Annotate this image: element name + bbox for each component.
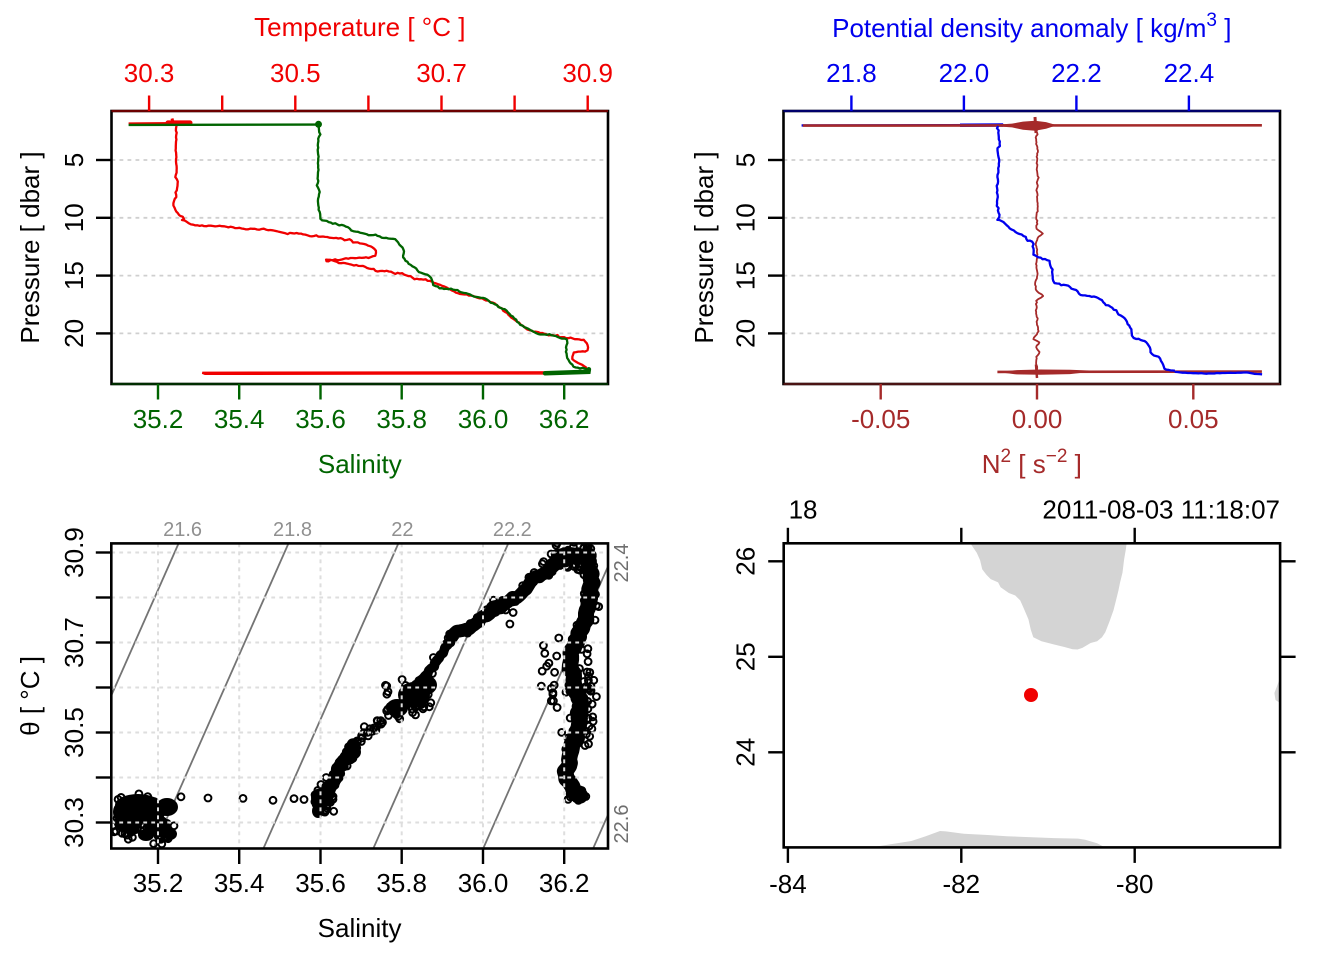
svg-text:36.2: 36.2 — [539, 404, 590, 434]
svg-text:25: 25 — [731, 642, 761, 671]
svg-text:30.5: 30.5 — [59, 707, 89, 758]
svg-text:22.2: 22.2 — [493, 519, 532, 541]
svg-text:2011-08-03 11:18:07: 2011-08-03 11:18:07 — [1042, 495, 1280, 525]
svg-text:26: 26 — [731, 547, 761, 576]
svg-text:Pressure [ dbar ]: Pressure [ dbar ] — [689, 151, 719, 343]
svg-text:22.0: 22.0 — [939, 58, 990, 88]
svg-text:24: 24 — [731, 738, 761, 767]
svg-text:30.9: 30.9 — [59, 527, 89, 578]
svg-text:Salinity: Salinity — [318, 913, 402, 943]
svg-text:18: 18 — [789, 495, 818, 525]
svg-text:10: 10 — [59, 203, 89, 232]
svg-text:15: 15 — [59, 261, 89, 290]
svg-text:36.0: 36.0 — [458, 404, 509, 434]
svg-text:35.8: 35.8 — [376, 868, 427, 898]
svg-text:Potential density anomaly [ kg: Potential density anomaly [ kg/m3 ] — [832, 10, 1231, 43]
svg-text:30.3: 30.3 — [124, 58, 175, 88]
svg-text:30.7: 30.7 — [416, 58, 467, 88]
svg-text:21.6: 21.6 — [163, 519, 202, 541]
svg-text:22: 22 — [391, 519, 413, 541]
svg-text:35.8: 35.8 — [376, 404, 427, 434]
svg-text:θ [ °C ]: θ [ °C ] — [15, 656, 45, 736]
svg-text:22.4: 22.4 — [1164, 58, 1215, 88]
svg-text:-82: -82 — [943, 869, 981, 899]
svg-text:N2 [ s−2 ]: N2 [ s−2 ] — [982, 446, 1082, 479]
svg-text:5: 5 — [731, 153, 761, 167]
svg-text:10: 10 — [731, 203, 761, 232]
svg-text:0.05: 0.05 — [1168, 404, 1219, 434]
svg-text:15: 15 — [731, 261, 761, 290]
svg-text:Pressure [ dbar ]: Pressure [ dbar ] — [15, 151, 45, 343]
svg-text:30.7: 30.7 — [59, 617, 89, 668]
svg-text:22.6: 22.6 — [611, 805, 633, 844]
svg-text:35.6: 35.6 — [295, 868, 346, 898]
svg-text:30.5: 30.5 — [270, 58, 321, 88]
svg-text:30.3: 30.3 — [59, 797, 89, 848]
svg-text:5: 5 — [59, 153, 89, 167]
svg-text:36.0: 36.0 — [458, 868, 509, 898]
svg-text:-84: -84 — [769, 869, 807, 899]
svg-text:20: 20 — [59, 319, 89, 348]
svg-text:36.2: 36.2 — [539, 868, 590, 898]
svg-text:20: 20 — [731, 319, 761, 348]
svg-text:Salinity: Salinity — [318, 449, 402, 479]
svg-text:21.8: 21.8 — [826, 58, 877, 88]
svg-text:22.2: 22.2 — [1051, 58, 1102, 88]
svg-text:-80: -80 — [1116, 869, 1154, 899]
svg-text:0.00: 0.00 — [1012, 404, 1063, 434]
svg-text:-0.05: -0.05 — [851, 404, 910, 434]
svg-text:21.8: 21.8 — [273, 519, 312, 541]
svg-text:35.4: 35.4 — [214, 868, 265, 898]
svg-text:30.9: 30.9 — [562, 58, 613, 88]
svg-text:35.4: 35.4 — [214, 404, 265, 434]
svg-text:35.2: 35.2 — [133, 404, 184, 434]
svg-text:35.6: 35.6 — [295, 404, 346, 434]
svg-text:35.2: 35.2 — [133, 868, 184, 898]
svg-text:Temperature [ °C ]: Temperature [ °C ] — [254, 12, 465, 42]
svg-text:22.4: 22.4 — [611, 544, 633, 583]
